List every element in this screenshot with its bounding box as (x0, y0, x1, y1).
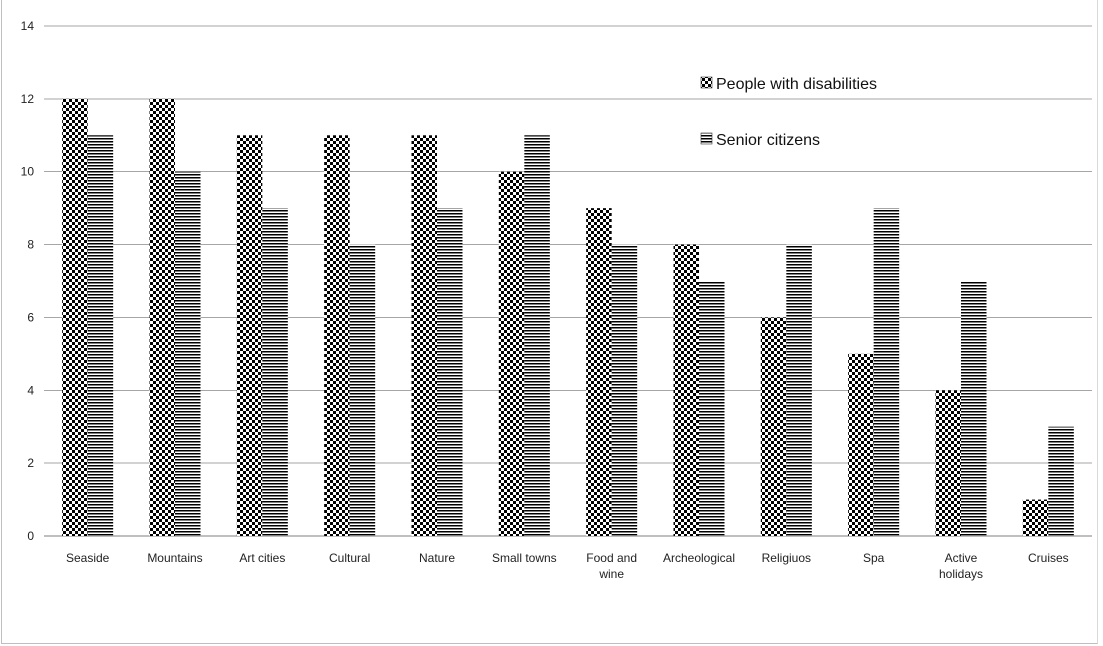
bar-senior-citizens (437, 208, 463, 536)
bar-people-with-disabilities (673, 244, 699, 537)
x-axis-tick-labels: Seaside Mountains Art cities Cultural Nature… (66, 551, 1069, 581)
bar-senior-citizens (786, 244, 812, 537)
y-tick-label: 12 (21, 92, 35, 106)
bar-people-with-disabilities (848, 353, 874, 536)
bar-people-with-disabilities (236, 135, 263, 537)
bar-people-with-disabilities (62, 98, 88, 536)
bars (62, 98, 1074, 537)
bar-people-with-disabilities (324, 135, 350, 537)
y-tick-label: 10 (21, 165, 35, 179)
x-tick-label: Cruises (1028, 551, 1069, 565)
x-tick-label: Cultural (329, 551, 370, 565)
x-tick-label: Nature (419, 551, 455, 565)
bar-senior-citizens (262, 208, 288, 536)
x-tick-label: Spa (863, 551, 885, 565)
x-tick-label: Mountains (147, 551, 202, 565)
legend-swatch (700, 132, 713, 145)
bar-senior-citizens (87, 135, 114, 537)
y-tick-label: 8 (27, 238, 34, 252)
bar-people-with-disabilities (149, 98, 175, 536)
bar-senior-citizens (1048, 426, 1074, 536)
x-tick-label: Archeological (663, 551, 735, 565)
x-tick-label: Art cities (239, 551, 285, 565)
y-tick-label: 6 (27, 310, 34, 324)
bar-people-with-disabilities (760, 317, 787, 536)
y-tick-label: 0 (27, 529, 34, 543)
y-axis-tick-labels: 0 2 4 6 8 10 12 14 (21, 19, 35, 543)
gridlines (44, 25, 1092, 537)
bar-senior-citizens (175, 171, 201, 536)
y-tick-label: 4 (27, 383, 34, 397)
bar-senior-citizens (873, 208, 900, 536)
x-tick-label: Religiuos (762, 551, 811, 565)
legend: People with disabilities Senior citizens (700, 76, 877, 149)
bar-senior-citizens (524, 135, 550, 537)
legend-label: Senior citizens (716, 132, 820, 149)
x-tick-label: Seaside (66, 551, 110, 565)
x-tick-label: Small towns (492, 551, 557, 565)
bar-senior-citizens (611, 244, 638, 537)
y-tick-label: 2 (27, 456, 34, 470)
bar-people-with-disabilities (586, 208, 612, 536)
bar-senior-citizens (961, 281, 987, 536)
bar-people-with-disabilities (1022, 499, 1049, 536)
bar-people-with-disabilities (935, 390, 961, 536)
bar-people-with-disabilities (498, 171, 525, 536)
legend-swatch (700, 76, 713, 89)
legend-label: People with disabilities (716, 76, 877, 93)
x-tick-label: Active holidays (939, 551, 983, 581)
y-tick-label: 14 (21, 19, 35, 33)
x-tick-label: Food and wine (586, 551, 637, 581)
bar-senior-citizens (349, 244, 376, 537)
bar-people-with-disabilities (411, 135, 437, 537)
bar-senior-citizens (699, 281, 725, 536)
